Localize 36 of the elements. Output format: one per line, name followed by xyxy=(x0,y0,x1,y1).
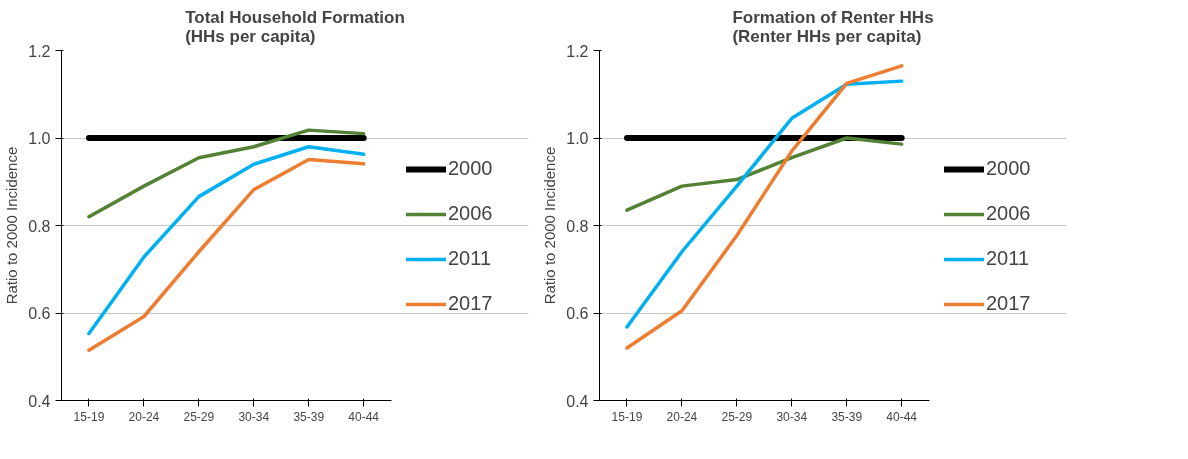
legend-label: 2006 xyxy=(448,202,493,225)
x-tick-label: 25-29 xyxy=(183,409,215,424)
y-axis-title: Ratio to 2000 Incidence xyxy=(3,146,21,305)
legend-label: 2000 xyxy=(986,157,1031,180)
x-tick-label: 30-34 xyxy=(776,409,808,424)
x-tick-label: 40-44 xyxy=(348,409,380,424)
x-tick-label: 30-34 xyxy=(238,409,270,424)
x-tick-label: 25-29 xyxy=(721,409,753,424)
legend-label: 2000 xyxy=(448,157,493,180)
x-tick-label: 40-44 xyxy=(886,409,918,424)
y-tick-label: 0.8 xyxy=(566,217,589,235)
y-tick-label: 1.2 xyxy=(28,42,51,60)
legend-label: 2006 xyxy=(986,202,1031,225)
y-tick-label: 0.8 xyxy=(28,217,51,235)
y-tick-label: 0.6 xyxy=(28,305,51,322)
legend-label: 2011 xyxy=(986,247,1030,270)
chart-title: Total Household Formation (HHs per capita) xyxy=(185,7,405,46)
x-tick-label: 15-19 xyxy=(611,409,643,424)
y-axis-title: Ratio to 2000 Incidence xyxy=(541,146,559,305)
x-tick-label: 35-39 xyxy=(831,409,863,424)
legend-label: 2011 xyxy=(448,247,492,270)
y-tick-label: 0.4 xyxy=(28,392,51,410)
legend-label: 2017 xyxy=(448,292,493,315)
x-tick-label: 20-24 xyxy=(666,409,698,424)
x-tick-label: 15-19 xyxy=(73,409,105,424)
chart-title: Formation of Renter HHs (Renter HHs per capita) xyxy=(732,7,934,46)
line-series xyxy=(625,136,904,212)
y-tick-label: 0.6 xyxy=(566,305,589,322)
legend-label: 2017 xyxy=(986,292,1031,315)
line-series xyxy=(87,128,366,219)
y-tick-label: 0.4 xyxy=(566,392,589,410)
y-tick-label: 1.2 xyxy=(566,42,589,60)
y-tick-label: 1.0 xyxy=(566,130,589,147)
x-tick-label: 35-39 xyxy=(293,409,325,424)
x-tick-label: 20-24 xyxy=(128,409,160,424)
y-tick-label: 1.0 xyxy=(28,130,51,147)
